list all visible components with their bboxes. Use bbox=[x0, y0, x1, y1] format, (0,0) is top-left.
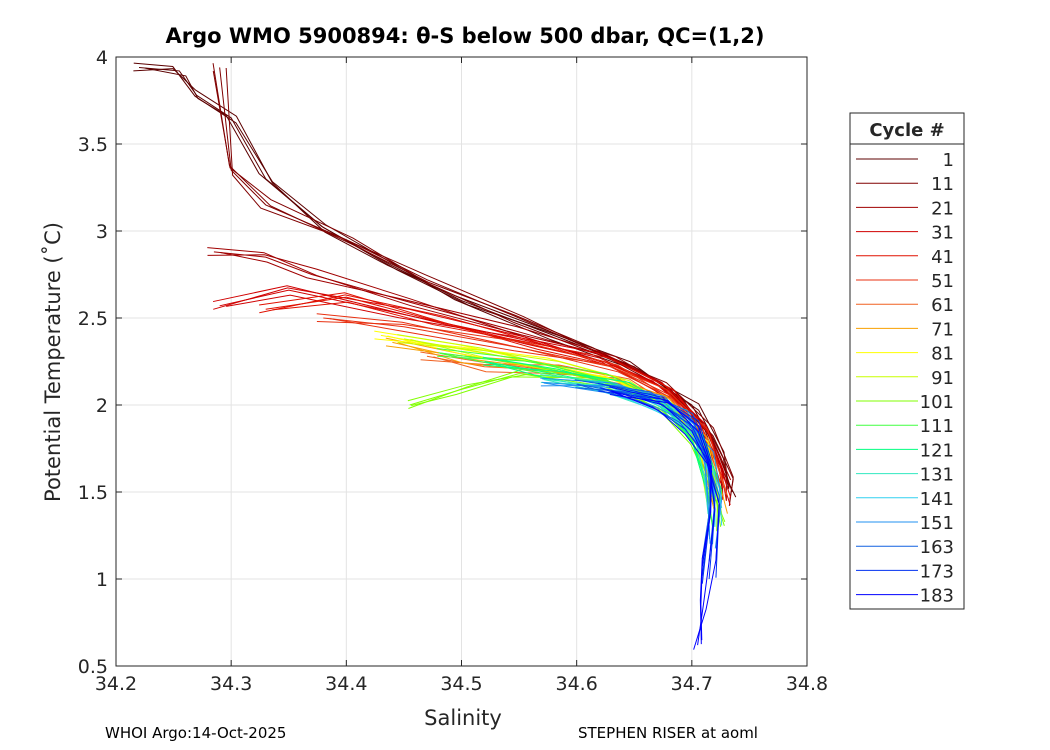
footer-date: WHOI Argo:14-Oct-2025 bbox=[105, 724, 287, 742]
legend-label: 41 bbox=[931, 247, 954, 268]
x-tick-label: 34.2 bbox=[95, 673, 137, 695]
y-tick-label: 3 bbox=[96, 221, 108, 243]
legend-label: 71 bbox=[931, 319, 954, 340]
plot-frame bbox=[115, 56, 808, 667]
x-tick-label: 34.6 bbox=[556, 673, 598, 695]
series-line-cycle-121 bbox=[482, 356, 709, 490]
y-tick-label: 1 bbox=[96, 569, 108, 591]
legend-label: 21 bbox=[931, 198, 954, 219]
series-line-cycle-1 bbox=[133, 68, 729, 488]
x-tick-label: 34.4 bbox=[325, 673, 367, 695]
series-line-cycle-41 bbox=[272, 301, 724, 488]
series-line-cycle-183 bbox=[611, 390, 716, 646]
legend-label: 151 bbox=[920, 513, 954, 534]
x-tick-label: 34.3 bbox=[210, 673, 252, 695]
footer-operator: STEPHEN RISER at aoml bbox=[578, 724, 758, 742]
chart-title: Argo WMO 5900894: θ-S below 500 dbar, QC… bbox=[165, 24, 765, 48]
series-line-cycle-51 bbox=[329, 318, 728, 497]
legend-title: Cycle # bbox=[869, 120, 944, 141]
series-line-cycle-11 bbox=[212, 70, 734, 506]
series-line-cycle-163 bbox=[574, 379, 712, 559]
legend-label: 121 bbox=[920, 440, 954, 461]
series-line-cycle-11 bbox=[212, 63, 734, 500]
y-tick-label: 0.5 bbox=[78, 656, 108, 678]
legend-label: 81 bbox=[931, 344, 954, 365]
series-line-cycle-131 bbox=[540, 374, 709, 507]
x-tick-label: 34.5 bbox=[440, 673, 482, 695]
x-tick-label: 34.7 bbox=[671, 673, 713, 695]
legend-label: 141 bbox=[920, 489, 954, 510]
series-line-cycle-163 bbox=[576, 383, 716, 562]
series-line-cycle-183 bbox=[609, 386, 713, 645]
legend-label: 173 bbox=[920, 561, 954, 582]
legend-label: 111 bbox=[920, 416, 954, 437]
x-axis-label: Salinity bbox=[424, 706, 502, 730]
series-line-cycle-121 bbox=[485, 361, 723, 491]
legend-label: 183 bbox=[920, 586, 954, 607]
legend-label: 91 bbox=[931, 368, 954, 389]
legend-box bbox=[849, 112, 965, 610]
legend-label: 61 bbox=[931, 295, 954, 316]
y-axis-label: Potential Temperature (˚C) bbox=[41, 222, 65, 502]
legend-label: 101 bbox=[920, 392, 954, 413]
y-tick-label: 1.5 bbox=[78, 482, 108, 504]
legend-label: 163 bbox=[920, 537, 954, 558]
x-tick-label: 34.8 bbox=[786, 673, 828, 695]
legend-label: 1 bbox=[943, 150, 954, 171]
legend-label: 51 bbox=[931, 271, 954, 292]
series-line-cycle-81 bbox=[387, 335, 723, 514]
y-tick-label: 4 bbox=[96, 47, 108, 69]
series-line-cycle-31 bbox=[226, 294, 724, 500]
series-line-cycle-131 bbox=[542, 378, 716, 510]
y-tick-label: 3.5 bbox=[78, 134, 108, 156]
y-tick-label: 2 bbox=[96, 395, 108, 417]
legend-label: 131 bbox=[920, 465, 954, 486]
series-line-cycle-21 bbox=[220, 251, 723, 483]
legend-label: 11 bbox=[931, 174, 954, 195]
legend-label: 31 bbox=[931, 223, 954, 244]
series-line-cycle-183 bbox=[612, 391, 720, 650]
y-tick-label: 2.5 bbox=[78, 308, 108, 330]
